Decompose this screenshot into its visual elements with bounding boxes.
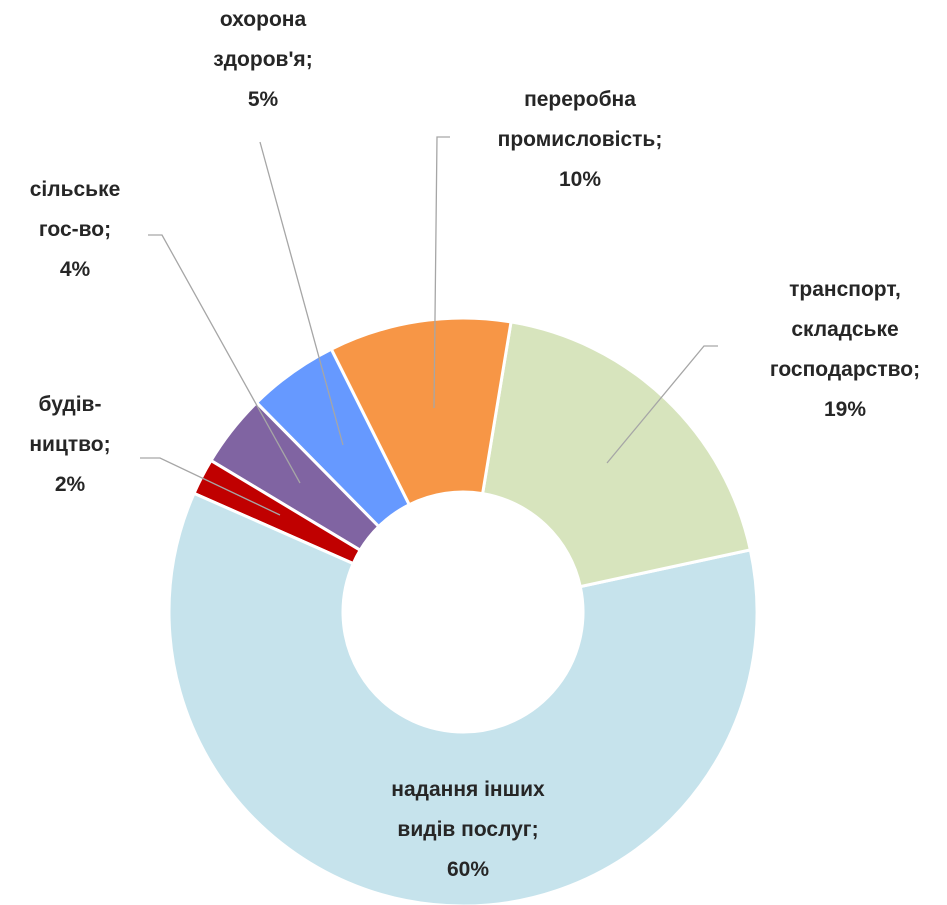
category-label: сільське гос-во [29, 178, 121, 241]
value-label: 60% [446, 858, 490, 881]
leader-line [433, 136, 450, 409]
data-label: будів-ництво; 2% [23, 385, 118, 505]
label-separator: ; [305, 48, 313, 71]
leader-line [259, 141, 344, 446]
label-separator: ; [655, 128, 663, 151]
leader-lines [140, 136, 718, 516]
label-separator: ; [531, 818, 539, 841]
category-label: будів-ництво [29, 393, 104, 456]
category-label: надання інших видів послуг [391, 778, 545, 841]
leader-line [140, 457, 281, 516]
label-separator: ; [913, 358, 921, 381]
data-label: сільське гос-во; 4% [20, 170, 130, 290]
value-label: 19% [823, 398, 867, 421]
category-label: переробна промисловість [497, 88, 656, 151]
data-label: охорона здоров'я; 5% [208, 0, 318, 120]
value-label: 4% [59, 258, 91, 281]
category-label: охорона здоров'я [213, 8, 307, 71]
value-label: 2% [54, 473, 86, 496]
value-label: 10% [558, 168, 602, 191]
data-label: надання інших видів послуг; 60% [363, 770, 573, 890]
leader-line [148, 234, 301, 484]
donut-slice [167, 491, 759, 905]
leader-line [606, 345, 718, 464]
label-separator: ; [104, 218, 112, 241]
data-label: транспорт, складське господарство; 19% [745, 270, 945, 430]
donut-slice [480, 320, 753, 589]
category-label: транспорт, складське господарство [769, 278, 914, 381]
label-separator: ; [103, 433, 111, 456]
value-label: 5% [247, 88, 279, 111]
data-label: переробна промисловість; 10% [475, 80, 685, 200]
donut-slice [329, 316, 513, 507]
donut-slice [208, 400, 381, 553]
